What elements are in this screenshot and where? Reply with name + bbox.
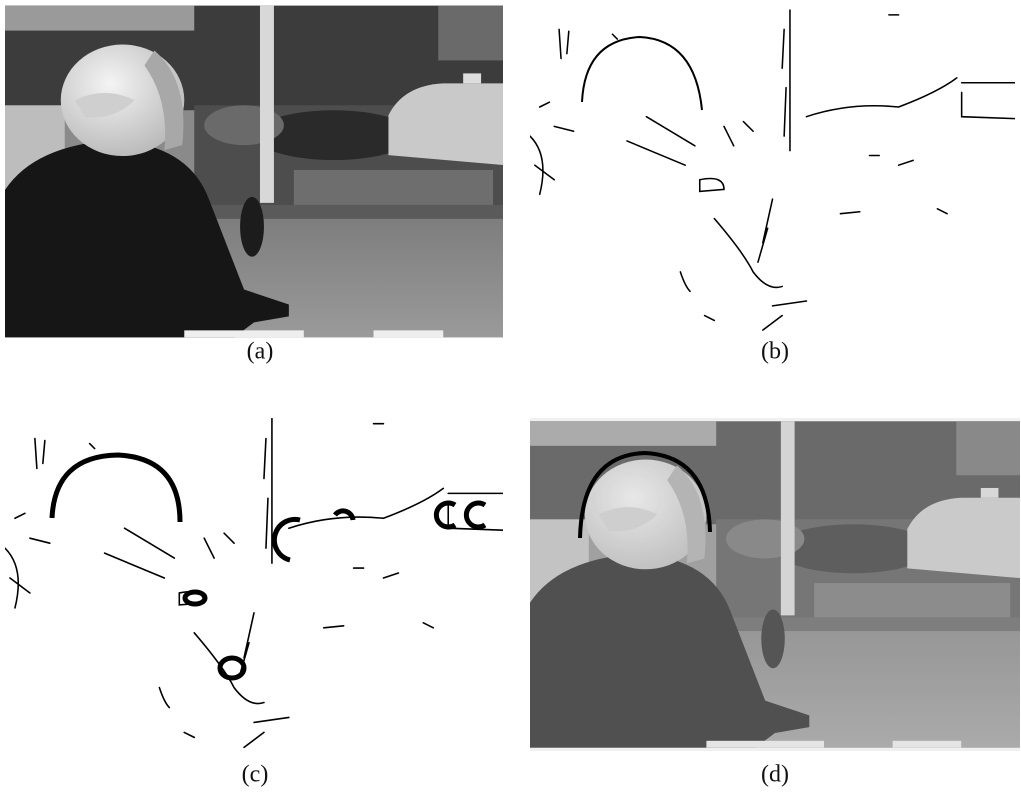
figure: (a) (b) (c) (d) bbox=[0, 0, 1021, 802]
panel-d: (d) bbox=[530, 418, 1020, 788]
photo bbox=[5, 6, 503, 338]
caption: (b) bbox=[761, 339, 789, 365]
edge-map-bg bbox=[5, 418, 503, 751]
caption: (a) bbox=[247, 339, 274, 365]
panel-b: (b) bbox=[530, 5, 1015, 365]
edge-map-bg bbox=[530, 5, 1015, 338]
panel-c: (c) bbox=[5, 418, 503, 788]
caption: (c) bbox=[242, 762, 269, 788]
caption: (d) bbox=[761, 762, 789, 788]
panel-a: (a) bbox=[5, 6, 503, 365]
page: (a) (b) (c) (d) (() => { const data = JS… bbox=[0, 0, 1021, 802]
